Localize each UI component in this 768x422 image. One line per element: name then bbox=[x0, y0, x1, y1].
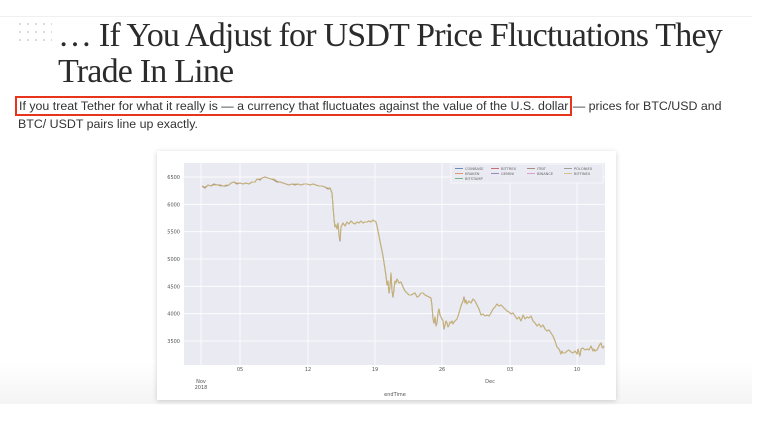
article-page: … If You Adjust for USDT Price Fluctuati… bbox=[0, 16, 753, 404]
legend-item-bittrex: BITTREX bbox=[501, 167, 517, 171]
y-tick: 6500 bbox=[167, 175, 180, 181]
legend-item-binance: BINANCE bbox=[537, 172, 554, 176]
x-tick-dec: Dec bbox=[485, 379, 495, 385]
x-axis-ticks: Nov 2018 05 12 19 26 Dec 03 10 endTime bbox=[195, 367, 581, 398]
y-axis-ticks: 6500 6000 5500 5000 4500 4000 3500 bbox=[167, 175, 180, 345]
line-bitfinex bbox=[201, 176, 605, 357]
x-tick: 26 bbox=[439, 367, 445, 373]
article-title: … If You Adjust for USDT Price Fluctuati… bbox=[58, 17, 723, 90]
legend-item-itbit: ITBIT bbox=[537, 167, 547, 171]
legend-item-coinbase: COINBASE bbox=[465, 167, 484, 171]
legend-item-gemini: GEMINI bbox=[501, 172, 514, 176]
x-tick: 03 bbox=[507, 367, 513, 373]
legend-item-kraken: KRAKEN bbox=[465, 172, 480, 176]
y-tick: 5500 bbox=[167, 230, 180, 236]
paragraph-rest: — prices for BTC/USD and BTC/ USDT pairs… bbox=[18, 99, 722, 131]
x-tick: 19 bbox=[372, 367, 378, 373]
y-tick: 6000 bbox=[167, 202, 180, 208]
x-tick-year: 2018 bbox=[195, 385, 208, 391]
y-tick: 4000 bbox=[167, 312, 180, 318]
price-line-chart: 6500 6000 5500 5000 4500 4000 3500 Nov 2… bbox=[167, 163, 605, 398]
y-tick: 3500 bbox=[167, 339, 180, 345]
dot-grid-decoration bbox=[16, 20, 52, 46]
price-series bbox=[201, 176, 605, 357]
highlighted-text: If you treat Tether for what it really i… bbox=[14, 96, 573, 116]
plot-area bbox=[184, 163, 605, 365]
legend-item-bitstamp: BITSTAMP bbox=[465, 177, 483, 181]
x-tick: 12 bbox=[305, 367, 311, 373]
x-axis-label: endTime bbox=[384, 392, 406, 398]
x-tick: 10 bbox=[574, 367, 580, 373]
x-tick-nov: Nov bbox=[196, 379, 206, 385]
header-divider bbox=[0, 16, 752, 17]
x-tick: 05 bbox=[237, 367, 243, 373]
price-chart-figure: 6500 6000 5500 5000 4500 4000 3500 Nov 2… bbox=[157, 151, 616, 400]
legend-item-bitfinex: BITFINEX bbox=[574, 172, 591, 176]
y-tick: 4500 bbox=[167, 284, 180, 290]
y-tick: 5000 bbox=[167, 257, 180, 263]
chart-legend: COINBASE KRAKEN BITSTAMP BITTREX GEMINI … bbox=[450, 163, 604, 184]
article-paragraph: If you treat Tether for what it really i… bbox=[14, 96, 753, 133]
legend-item-poloniex: POLONIEX bbox=[574, 167, 593, 171]
